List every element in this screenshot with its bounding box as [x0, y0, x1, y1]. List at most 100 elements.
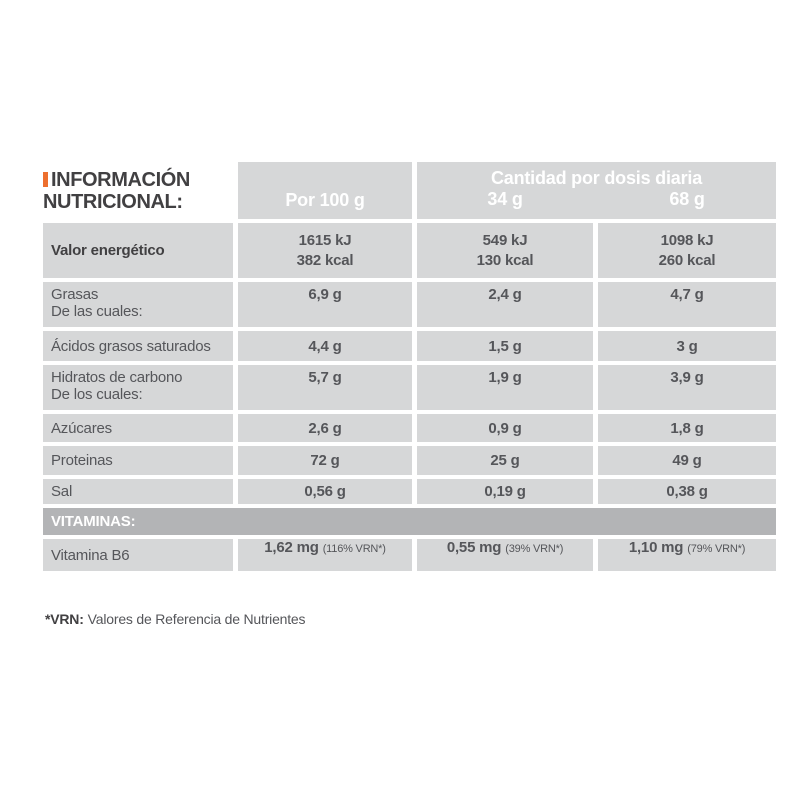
table-row-carbohydrates: Hidratos de carbono De los cuales: 5,7 g… — [43, 365, 776, 410]
value-text: 0,55 mg — [446, 539, 502, 556]
label-text: Hidratos de carbono — [51, 369, 183, 386]
value-text: 1,9 g — [488, 369, 522, 386]
label-text: Grasas — [51, 286, 99, 303]
fats-dose-68g: 4,7 g — [598, 282, 776, 327]
saturated-per-100g: 4,4 g — [238, 331, 412, 361]
value-text: 4,7 g — [670, 286, 704, 303]
nutrition-table: INFORMACIÓN NUTRICIONAL: Por 100 g Canti… — [43, 162, 776, 571]
value-text: 72 g — [310, 452, 340, 469]
column-header-daily-dose: Cantidad por dosis diaria 34 g 68 g — [417, 162, 776, 219]
table-row-saturated-fats: Ácidos grasos saturados 4,4 g 1,5 g 3 g — [43, 331, 776, 361]
value-text: 1,8 g — [670, 419, 704, 437]
energy-dose-34g: 549 kJ 130 kcal — [417, 223, 593, 278]
title-line2: NUTRICIONAL: — [43, 190, 183, 213]
vitamins-section-title: VITAMINAS: — [51, 513, 136, 530]
energy-per-100g: 1615 kJ 382 kcal — [238, 223, 412, 278]
value-text: 5,7 g — [308, 369, 342, 386]
table-header: INFORMACIÓN NUTRICIONAL: Por 100 g Canti… — [43, 162, 776, 219]
energy-dose-68g: 1098 kJ 260 kcal — [598, 223, 776, 278]
sugars-per-100g: 2,6 g — [238, 414, 412, 442]
per-100g-label: Por 100 g — [285, 190, 365, 210]
value-text: 49 g — [672, 452, 702, 469]
value-text: 0,19 g — [484, 483, 526, 500]
proteins-dose-68g: 49 g — [598, 446, 776, 475]
proteins-dose-34g: 25 g — [417, 446, 593, 475]
column-header-per-100g: Por 100 g — [238, 162, 412, 219]
value-kcal: 130 kcal — [476, 251, 534, 269]
title-line1: INFORMACIÓN — [51, 168, 190, 191]
title-line1-wrap: INFORMACIÓN — [43, 169, 233, 191]
label-text: Proteinas — [51, 452, 113, 469]
table-row-vitamin-b6: Vitamina B6 1,62 mg (116% VRN*) 0,55 mg … — [43, 539, 776, 571]
table-row-energy: Valor energético 1615 kJ 382 kcal 549 kJ… — [43, 223, 776, 278]
sublabel-text: De los cuales: — [51, 386, 143, 403]
value-text: 1,5 g — [488, 337, 522, 355]
daily-dose-title: Cantidad por dosis diaria — [490, 168, 703, 188]
vitamins-section-header: VITAMINAS: — [43, 508, 776, 535]
value-kcal: 260 kcal — [658, 251, 716, 269]
sugars-dose-68g: 1,8 g — [598, 414, 776, 442]
vrn-footnote: *VRN: Valores de Referencia de Nutrientes — [45, 611, 306, 627]
value-text: 0,38 g — [666, 483, 708, 500]
carbs-dose-34g: 1,9 g — [417, 365, 593, 410]
fats-per-100g: 6,9 g — [238, 282, 412, 327]
carbs-dose-68g: 3,9 g — [598, 365, 776, 410]
row-label-sugars: Azúcares — [43, 414, 233, 442]
vitamin-b6-dose-34g: 0,55 mg (39% VRN*) — [417, 539, 593, 571]
footnote-term: *VRN: — [45, 611, 84, 627]
table-row-proteins: Proteinas 72 g 25 g 49 g — [43, 446, 776, 475]
value-kj: 1098 kJ — [660, 231, 714, 249]
value-text: 6,9 g — [308, 286, 342, 303]
column-header-dose-68g: 68 g — [669, 189, 705, 209]
value-kj: 549 kJ — [482, 231, 528, 249]
fats-dose-34g: 2,4 g — [417, 282, 593, 327]
vrn-percentage: (79% VRN*) — [687, 543, 746, 555]
sublabel-text: De las cuales: — [51, 303, 143, 320]
label-text: Sal — [51, 483, 73, 500]
value-text: 2,6 g — [308, 419, 342, 437]
saturated-dose-34g: 1,5 g — [417, 331, 593, 361]
daily-dose-columns: 34 g 68 g — [417, 189, 776, 210]
value-text: 2,4 g — [488, 286, 522, 303]
vitamin-b6-per-100g: 1,62 mg (116% VRN*) — [238, 539, 412, 571]
value-text: 0,9 g — [488, 419, 522, 437]
table-row-salt: Sal 0,56 g 0,19 g 0,38 g — [43, 479, 776, 504]
saturated-dose-68g: 3 g — [598, 331, 776, 361]
row-label-proteins: Proteinas — [43, 446, 233, 475]
value-text: 3 g — [676, 337, 698, 355]
vrn-percentage: (39% VRN*) — [505, 543, 564, 555]
value-text: 25 g — [490, 452, 520, 469]
row-label-vitamin-b6: Vitamina B6 — [43, 539, 233, 571]
row-label-energy: Valor energético — [43, 223, 233, 278]
value-kj: 1615 kJ — [298, 231, 352, 249]
vrn-percentage: (116% VRN*) — [322, 543, 386, 555]
salt-dose-34g: 0,19 g — [417, 479, 593, 504]
value-text: 1,62 mg — [264, 539, 319, 556]
value-text: 3,9 g — [670, 369, 704, 386]
label-text: Azúcares — [51, 419, 112, 437]
salt-per-100g: 0,56 g — [238, 479, 412, 504]
value-text: 1,10 mg — [628, 539, 684, 556]
table-row-fats: Grasas De las cuales: 6,9 g 2,4 g 4,7 g — [43, 282, 776, 327]
carbs-per-100g: 5,7 g — [238, 365, 412, 410]
label-text: Vitamina B6 — [51, 546, 130, 564]
table-title: INFORMACIÓN NUTRICIONAL: — [43, 162, 233, 219]
column-header-dose-34g: 34 g — [487, 189, 523, 209]
table-row-sugars: Azúcares 2,6 g 0,9 g 1,8 g — [43, 414, 776, 442]
proteins-per-100g: 72 g — [238, 446, 412, 475]
value-kcal: 382 kcal — [296, 251, 354, 269]
sugars-dose-34g: 0,9 g — [417, 414, 593, 442]
row-label-fats: Grasas De las cuales: — [43, 282, 233, 327]
label-text: Ácidos grasos saturados — [51, 337, 211, 355]
row-label-carbohydrates: Hidratos de carbono De los cuales: — [43, 365, 233, 410]
value-text: 4,4 g — [308, 337, 342, 355]
title-accent-bar-icon — [43, 172, 48, 187]
salt-dose-68g: 0,38 g — [598, 479, 776, 504]
label-text: Valor energético — [51, 242, 165, 259]
value-text: 0,56 g — [304, 483, 346, 500]
vitamin-b6-dose-68g: 1,10 mg (79% VRN*) — [598, 539, 776, 571]
row-label-salt: Sal — [43, 479, 233, 504]
footnote-definition: Valores de Referencia de Nutrientes — [87, 611, 306, 627]
row-label-saturated-fats: Ácidos grasos saturados — [43, 331, 233, 361]
